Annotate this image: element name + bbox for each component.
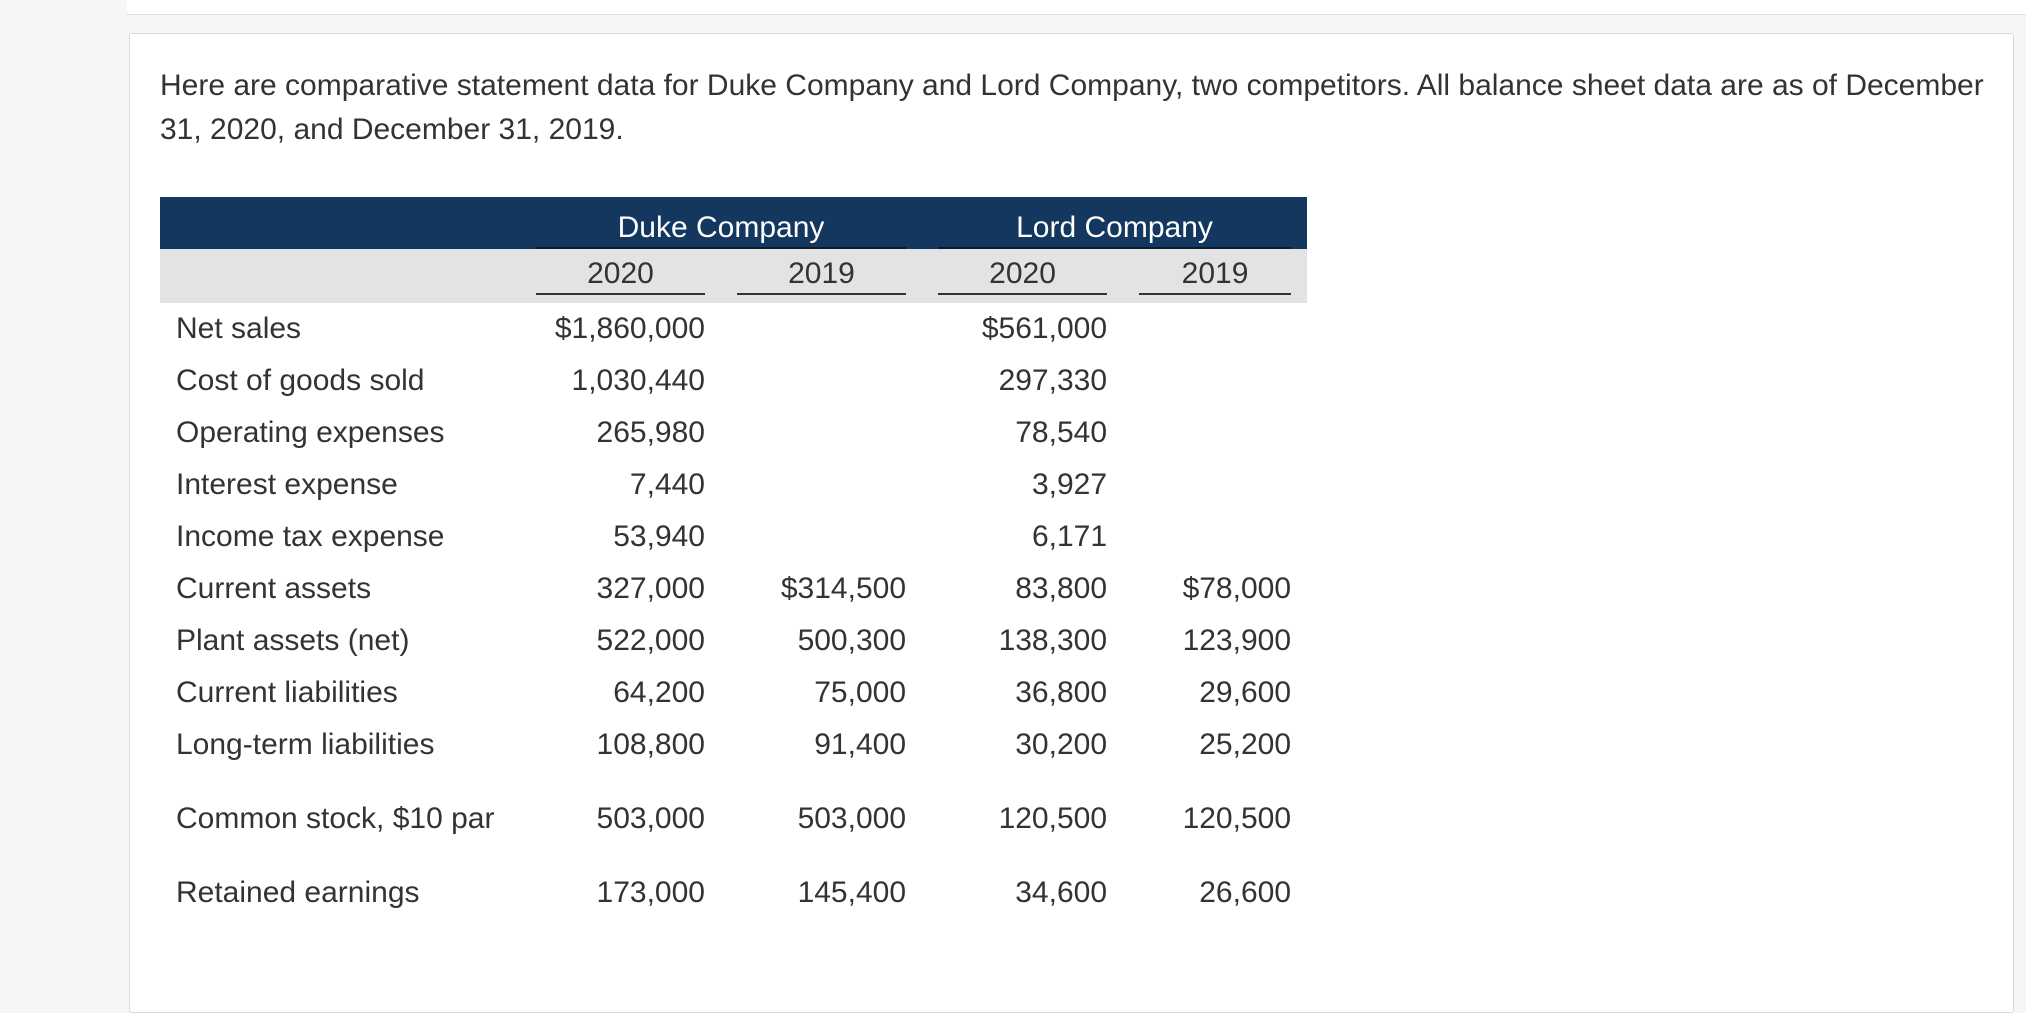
comparative-statement-table: Duke Company Lord Company 2020 2019 2020… <box>160 197 1308 919</box>
cell-value <box>1123 355 1307 407</box>
row-label: Retained earnings <box>176 876 420 909</box>
cell-value: 83,800 <box>1015 572 1108 605</box>
cell-value: 34,600 <box>1015 876 1108 909</box>
row-label: Income tax expense <box>176 520 445 553</box>
row-label: Interest expense <box>176 468 398 501</box>
cell-value: 265,980 <box>596 416 705 449</box>
cell-value: 6,171 <box>1031 520 1108 553</box>
year-header-cell: 2019 <box>721 249 923 303</box>
row-label: Net sales <box>176 312 302 345</box>
cell-value: 29,600 <box>1199 676 1292 709</box>
cell-value: 503,000 <box>797 802 907 835</box>
row-label: Current assets <box>176 572 372 605</box>
table-row: Long-term liabilities 108,800 91,400 30,… <box>160 719 1307 771</box>
cell-value: $561,000 <box>981 312 1108 345</box>
cell-value <box>721 303 922 355</box>
cell-value: 123,900 <box>1182 624 1292 657</box>
year-header: 2019 <box>737 257 907 295</box>
cell-value: 522,000 <box>596 624 705 657</box>
question-intro-text: Here are comparative statement data for … <box>160 69 1984 146</box>
duke-company-header: Duke Company <box>536 211 907 249</box>
top-strip <box>127 0 2026 15</box>
cell-value: 120,500 <box>1182 802 1292 835</box>
cell-value: $78,000 <box>1182 572 1292 605</box>
cell-value: 108,800 <box>596 728 705 761</box>
cell-value: 500,300 <box>797 624 907 657</box>
table-row: Cost of goods sold 1,030,440 297,330 <box>160 355 1307 407</box>
cell-value: 91,400 <box>814 728 907 761</box>
table-row: Retained earnings 173,000 145,400 34,600… <box>160 867 1307 919</box>
cell-value: 503,000 <box>596 802 705 835</box>
duke-company-header-cell: Duke Company <box>520 197 923 249</box>
cell-value: 64,200 <box>613 676 705 709</box>
cell-value: 173,000 <box>596 876 705 909</box>
cell-value: $1,860,000 <box>554 312 705 345</box>
question-card: Here are comparative statement data for … <box>129 33 2014 1013</box>
year-header-cell: 2020 <box>520 249 721 303</box>
table-row: Income tax expense 53,940 6,171 <box>160 511 1307 563</box>
cell-value <box>1123 459 1307 511</box>
cell-value: 7,440 <box>629 468 705 501</box>
cell-value <box>721 511 922 563</box>
row-label: Plant assets (net) <box>176 624 410 657</box>
table-row: Current assets 327,000 $314,500 83,800 $… <box>160 563 1307 615</box>
cell-value: 30,200 <box>1015 728 1108 761</box>
cell-value <box>721 355 922 407</box>
year-header-cell: 2019 <box>1123 249 1308 303</box>
table-row: Operating expenses 265,980 78,540 <box>160 407 1307 459</box>
year-header-cell: 2020 <box>922 249 1124 303</box>
cell-value: 327,000 <box>596 572 705 605</box>
cell-value <box>1123 303 1307 355</box>
cell-value <box>1123 407 1307 459</box>
cell-value: 120,500 <box>998 802 1108 835</box>
cell-value <box>1123 511 1307 563</box>
company-header-row: Duke Company Lord Company <box>160 197 1308 249</box>
cell-value: 36,800 <box>1015 676 1108 709</box>
year-header: 2019 <box>1139 257 1292 295</box>
cell-value <box>721 459 922 511</box>
cell-value: $314,500 <box>780 572 907 605</box>
table-row: Plant assets (net) 522,000 500,300 138,3… <box>160 615 1307 667</box>
year-header: 2020 <box>938 257 1108 295</box>
table-row: Interest expense 7,440 3,927 <box>160 459 1307 511</box>
row-label: Cost of goods sold <box>176 364 425 397</box>
cell-value <box>721 407 922 459</box>
blank-year-cell <box>160 249 520 303</box>
cell-value: 1,030,440 <box>571 364 705 397</box>
table-row: Common stock, $10 par 503,000 503,000 12… <box>160 771 1307 867</box>
table-row: Current liabilities 64,200 75,000 36,800… <box>160 667 1307 719</box>
cell-value: 53,940 <box>613 520 705 553</box>
year-header: 2020 <box>536 257 705 295</box>
lord-company-header: Lord Company <box>938 211 1292 249</box>
cell-value: 25,200 <box>1199 728 1292 761</box>
row-label: Operating expenses <box>176 416 445 449</box>
lord-company-header-cell: Lord Company <box>922 197 1308 249</box>
row-label: Current liabilities <box>176 676 398 709</box>
cell-value: 78,540 <box>1015 416 1108 449</box>
table-row: Net sales $1,860,000 $561,000 <box>160 303 1307 355</box>
cell-value: 26,600 <box>1199 876 1292 909</box>
cell-value: 145,400 <box>797 876 907 909</box>
cell-value: 138,300 <box>998 624 1108 657</box>
row-label: Long-term liabilities <box>176 728 435 761</box>
cell-value: 3,927 <box>1031 468 1108 501</box>
cell-value: 75,000 <box>814 676 907 709</box>
row-label: Common stock, $10 par <box>176 802 495 835</box>
year-header-row: 2020 2019 2020 2019 <box>160 249 1308 303</box>
cell-value: 297,330 <box>998 364 1108 397</box>
blank-header-cell <box>160 197 520 249</box>
